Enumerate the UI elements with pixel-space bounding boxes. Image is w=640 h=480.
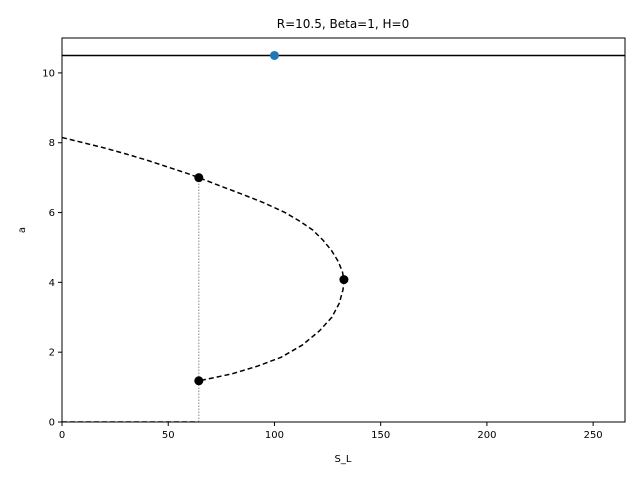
x-axis: 0 50 100 150 200 250: [59, 422, 603, 441]
x-tick-label: 0: [59, 430, 65, 441]
plot-area: [62, 54, 625, 422]
y-tick-label: 2: [49, 348, 55, 359]
y-tick-label: 0: [49, 418, 55, 429]
x-axis-label: S_L: [335, 454, 352, 465]
x-tick-label: 250: [584, 430, 603, 441]
data-point-2: [339, 275, 349, 285]
series-line-dashed-1: [62, 136, 345, 382]
y-tick-label: 6: [49, 208, 55, 219]
x-tick-label: 150: [371, 430, 390, 441]
y-axis-label: a: [17, 227, 28, 233]
y-tick-label: 10: [42, 68, 55, 79]
x-tick-label: 200: [477, 430, 496, 441]
y-axis: 0 2 4 6 8 10: [42, 68, 62, 429]
chart-title: R=10.5, Beta=1, H=0: [277, 17, 409, 31]
y-tick-label: 8: [49, 138, 55, 149]
data-point-1: [194, 173, 204, 183]
x-tick-label: 50: [162, 430, 175, 441]
x-tick-label: 100: [265, 430, 284, 441]
plot-frame: [61, 37, 626, 423]
data-point-0: [269, 50, 279, 60]
y-tick-label: 4: [49, 278, 55, 289]
data-point-3: [194, 376, 204, 386]
